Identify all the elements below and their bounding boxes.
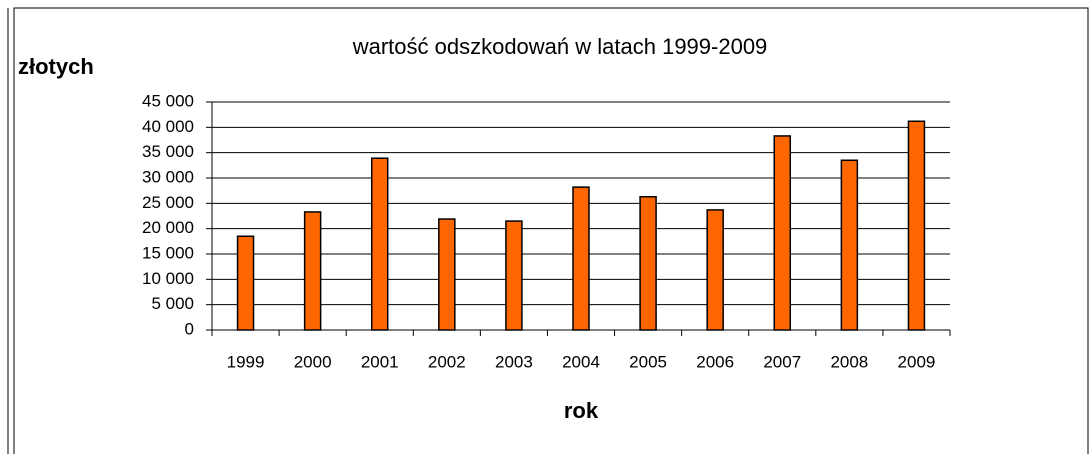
y-tick-label: 5 000 xyxy=(151,294,194,313)
bar xyxy=(840,159,859,331)
x-tick-label: 2006 xyxy=(696,352,734,371)
bar xyxy=(639,195,657,331)
y-tick-label: 15 000 xyxy=(142,243,194,262)
x-tick-label: 2001 xyxy=(361,352,399,371)
x-tick-label: 2008 xyxy=(830,352,868,371)
y-tick-label: 25 000 xyxy=(142,193,194,212)
chart-title: wartość odszkodowań w latach 1999-2009 xyxy=(352,34,768,59)
x-tick-label: 2000 xyxy=(294,352,332,371)
y-axis-label: złotych xyxy=(18,54,94,79)
x-tick-label: 2003 xyxy=(495,352,533,371)
x-tick-label: 2004 xyxy=(562,352,600,371)
bar xyxy=(236,235,255,331)
x-tick-label: 2005 xyxy=(629,352,667,371)
y-tick-label: 35 000 xyxy=(142,142,194,161)
bar xyxy=(438,218,456,331)
y-tick-label: 30 000 xyxy=(142,167,194,186)
x-tick-label: 2007 xyxy=(763,352,801,371)
bar xyxy=(303,211,322,331)
y-tick-label: 0 xyxy=(185,319,194,338)
y-tick-label: 40 000 xyxy=(142,117,194,136)
x-axis-label: rok xyxy=(564,398,599,423)
bar xyxy=(773,135,792,331)
bar xyxy=(370,157,389,331)
y-tick-label: 10 000 xyxy=(142,269,194,288)
y-tick-label: 45 000 xyxy=(142,91,194,110)
y-tick-label: 20 000 xyxy=(142,218,194,237)
bar xyxy=(907,120,926,331)
x-tick-label: 2002 xyxy=(428,352,466,371)
x-tick-label: 1999 xyxy=(227,352,265,371)
x-tick-label: 2009 xyxy=(898,352,936,371)
bar xyxy=(505,220,523,331)
bar xyxy=(706,209,724,331)
bar xyxy=(572,186,590,331)
